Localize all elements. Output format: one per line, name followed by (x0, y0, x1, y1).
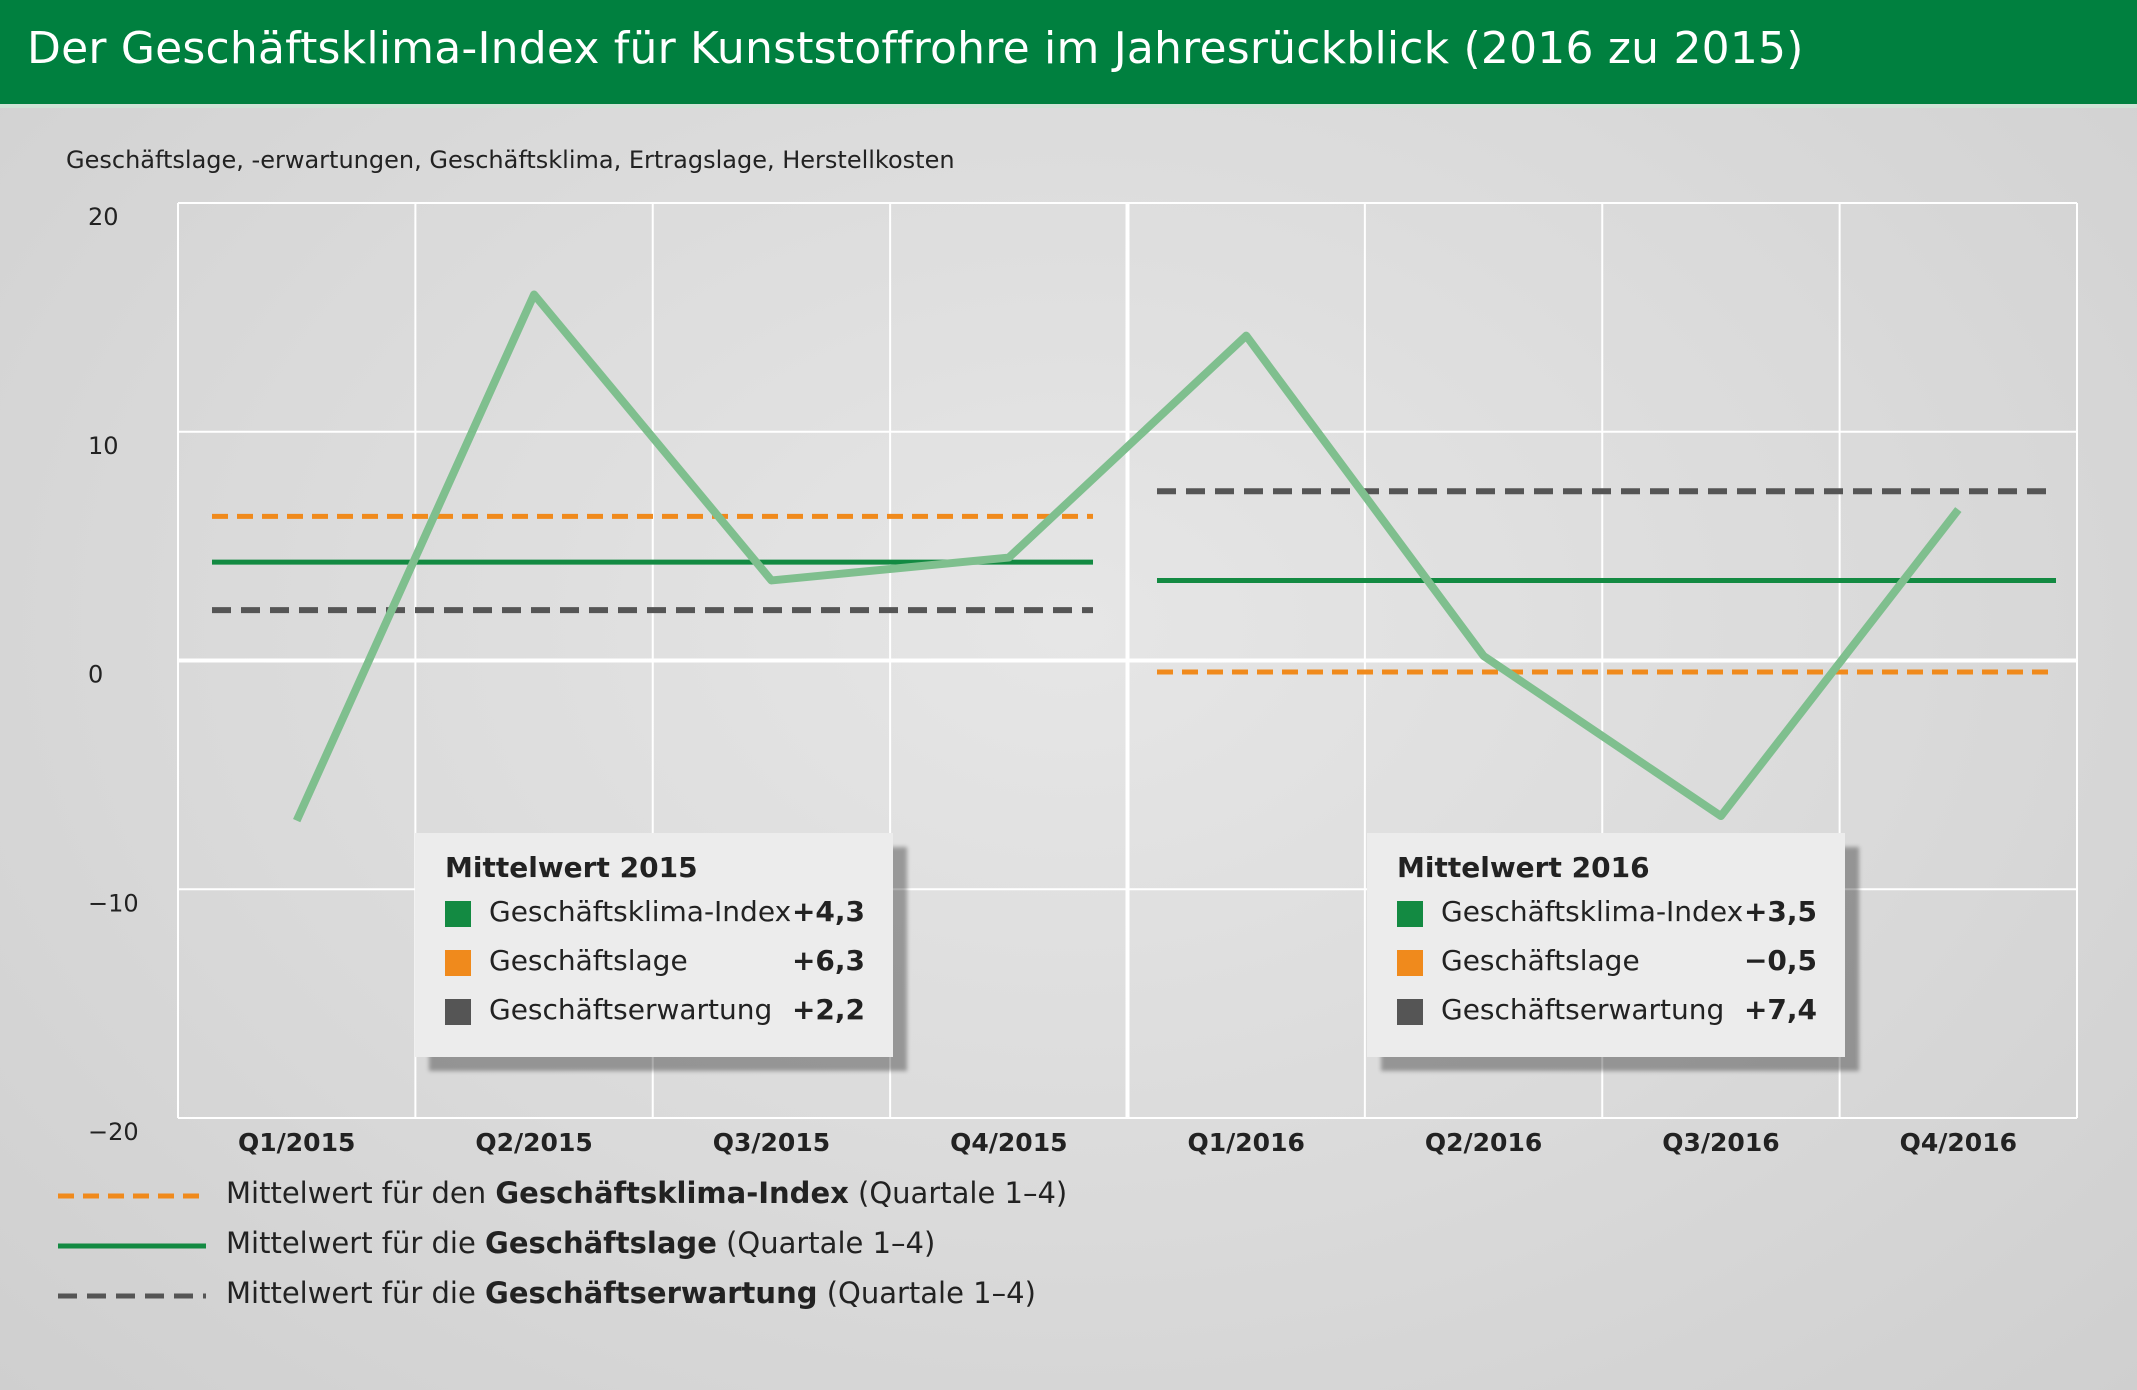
x-tick-label: Q2/2016 (1425, 1128, 1542, 1157)
y-tick-label: −10 (88, 889, 139, 917)
row-value: −0,5 (1743, 944, 1817, 977)
x-tick-label: Q4/2015 (950, 1128, 1067, 1157)
row-label: Geschäftslage (1441, 944, 1640, 977)
mean-box-row: Geschäftserwartung +7,4 (1397, 991, 1817, 1031)
y-axis-label: Geschäftslage, -erwartungen, Geschäftskl… (66, 146, 955, 174)
mean-box-row: Geschäftsklima-Index +3,5 (1397, 893, 1817, 933)
y-tick-label: 10 (88, 432, 119, 460)
mean-box-row: Geschäftslage +6,3 (445, 942, 865, 982)
swatch-geschaeftserwartung (445, 999, 471, 1025)
mean-box-row: Geschäftslage −0,5 (1397, 942, 1817, 982)
mean-box-2016: Mittelwert 2016 Geschäftsklima-Index +3,… (1367, 833, 1845, 1057)
legend-line-solid-green (58, 1243, 206, 1249)
row-value: +3,5 (1743, 895, 1817, 928)
title-bar: Der Geschäftsklima-Index für Kunststoffr… (0, 0, 2137, 108)
row-label: Geschäftsklima-Index (489, 895, 792, 928)
x-tick-label: Q3/2015 (713, 1128, 830, 1157)
y-tick-label: −20 (88, 1118, 139, 1146)
mean-box-title: Mittelwert 2015 (445, 851, 698, 884)
swatch-geschaeftsklima-index (445, 901, 471, 927)
row-label: Geschäftserwartung (489, 993, 773, 1026)
legend-item-geschaeftsklima-index: Mittelwert für den Geschäftsklima-Index … (58, 1176, 1258, 1216)
swatch-geschaeftsklima-index (1397, 901, 1423, 927)
x-tick-label: Q1/2016 (1188, 1128, 1305, 1157)
row-label: Geschäftserwartung (1441, 993, 1725, 1026)
series-line-geschaeftsklima-index (293, 290, 1962, 823)
row-value: +7,4 (1743, 993, 1817, 1026)
mean-box-row: Geschäftsklima-Index +4,3 (445, 893, 865, 933)
row-value: +4,3 (791, 895, 865, 928)
y-tick-label: 0 (88, 661, 103, 689)
swatch-geschaeftslage (445, 950, 471, 976)
legend-text: Mittelwert für die Geschäftserwartung (Q… (226, 1276, 1036, 1310)
x-tick-label: Q1/2015 (238, 1128, 355, 1157)
x-tick-label: Q2/2015 (475, 1128, 592, 1157)
row-value: +6,3 (791, 944, 865, 977)
mean-box-2015: Mittelwert 2015 Geschäftsklima-Index +4,… (415, 833, 893, 1057)
swatch-geschaeftserwartung (1397, 999, 1423, 1025)
x-tick-label: Q3/2016 (1662, 1128, 1779, 1157)
mean-box-title: Mittelwert 2016 (1397, 851, 1650, 884)
series-lines (293, 290, 1962, 823)
chart-title: Der Geschäftsklima-Index für Kunststoffr… (27, 23, 1804, 74)
row-label: Geschäftslage (489, 944, 688, 977)
legend-text: Mittelwert für die Geschäftslage (Quarta… (226, 1226, 936, 1260)
legend-text: Mittelwert für den Geschäftsklima-Index … (226, 1176, 1068, 1210)
legend-line-dashed-gray (58, 1293, 206, 1299)
axes: 20 10 0 −10 −20 Q1/2015 Q2/2015 Q3/2015 Q4/2015 Q… (88, 203, 2017, 1157)
legend-item-geschaeftslage: Mittelwert für die Geschäftslage (Quarta… (58, 1226, 1258, 1266)
y-tick-label: 20 (88, 203, 119, 231)
mean-box-row: Geschäftserwartung +2,2 (445, 991, 865, 1031)
swatch-geschaeftslage (1397, 950, 1423, 976)
legend-line-dashed-orange (58, 1193, 206, 1199)
mean-lines (212, 488, 2056, 675)
x-tick-label: Q4/2016 (1900, 1128, 2017, 1157)
row-value: +2,2 (791, 993, 865, 1026)
legend-item-geschaeftserwartung: Mittelwert für die Geschäftserwartung (Q… (58, 1276, 1258, 1316)
row-label: Geschäftsklima-Index (1441, 895, 1744, 928)
